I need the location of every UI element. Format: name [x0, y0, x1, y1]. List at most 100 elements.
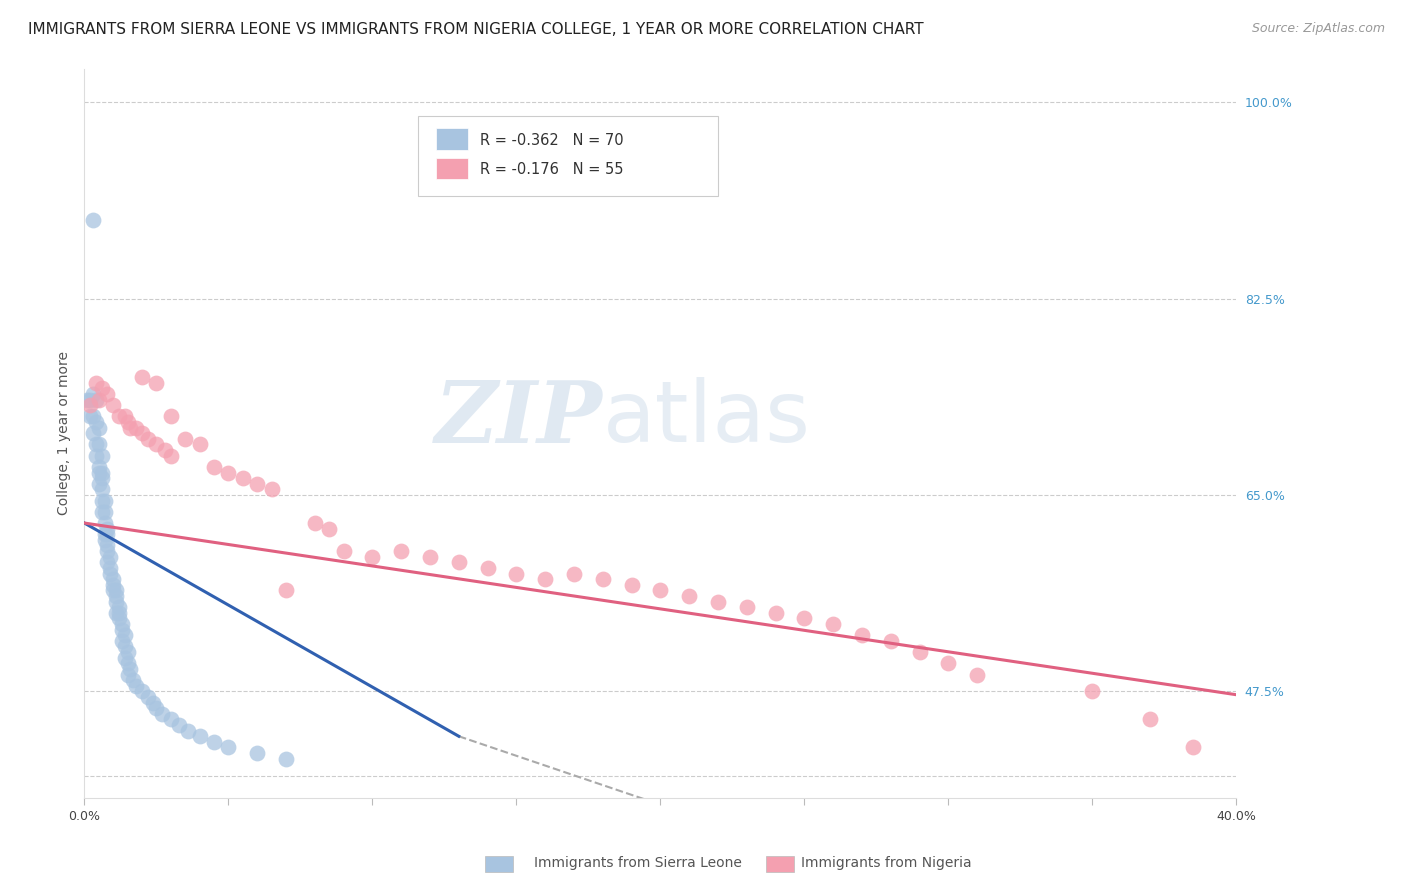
Text: R = -0.176   N = 55: R = -0.176 N = 55	[479, 161, 623, 177]
Point	[93, 527, 115, 541]
Point	[87, 476, 110, 491]
Point	[82, 426, 104, 441]
Text: Source: ZipAtlas.com: Source: ZipAtlas.com	[1251, 22, 1385, 36]
Point	[735, 600, 758, 615]
Point	[217, 740, 239, 755]
Point	[117, 657, 139, 671]
Point	[966, 667, 988, 681]
Point	[96, 387, 118, 401]
Point	[620, 578, 643, 592]
Text: IMMIGRANTS FROM SIERRA LEONE VS IMMIGRANTS FROM NIGERIA COLLEGE, 1 YEAR OR MORE : IMMIGRANTS FROM SIERRA LEONE VS IMMIGRAN…	[28, 22, 924, 37]
Point	[592, 572, 614, 586]
Point	[96, 522, 118, 536]
Point	[98, 561, 121, 575]
Point	[851, 628, 873, 642]
Point	[174, 432, 197, 446]
Text: ZIP: ZIP	[434, 377, 603, 460]
Point	[114, 628, 136, 642]
Point	[145, 437, 167, 451]
Point	[87, 420, 110, 434]
Point	[111, 623, 134, 637]
Point	[90, 493, 112, 508]
Point	[125, 679, 148, 693]
Point	[114, 640, 136, 654]
Point	[153, 443, 176, 458]
Point	[1182, 740, 1205, 755]
Point	[447, 555, 470, 569]
Point	[108, 600, 131, 615]
Point	[93, 493, 115, 508]
Point	[217, 466, 239, 480]
Point	[108, 611, 131, 625]
Point	[90, 471, 112, 485]
Point	[332, 544, 354, 558]
Point	[765, 606, 787, 620]
Point	[82, 409, 104, 424]
Point	[120, 662, 142, 676]
Point	[125, 420, 148, 434]
Point	[117, 667, 139, 681]
Point	[79, 409, 101, 424]
Point	[96, 555, 118, 569]
Point	[79, 398, 101, 412]
Point	[105, 589, 128, 603]
Point	[145, 376, 167, 390]
Point	[169, 718, 191, 732]
Point	[142, 696, 165, 710]
Point	[108, 606, 131, 620]
Point	[145, 701, 167, 715]
Point	[87, 437, 110, 451]
Point	[111, 617, 134, 632]
Point	[1081, 684, 1104, 698]
Point	[98, 566, 121, 581]
Point	[177, 723, 200, 738]
Point	[159, 409, 181, 424]
Point	[136, 690, 159, 704]
Point	[477, 561, 499, 575]
Point	[101, 578, 124, 592]
Point	[562, 566, 585, 581]
Point	[304, 516, 326, 530]
Point	[90, 466, 112, 480]
Point	[93, 516, 115, 530]
Point	[793, 611, 815, 625]
Point	[188, 437, 211, 451]
Point	[678, 589, 700, 603]
Bar	[436, 158, 468, 179]
Point	[84, 415, 107, 429]
Point	[389, 544, 412, 558]
Point	[908, 645, 931, 659]
Point	[159, 713, 181, 727]
Point	[79, 392, 101, 407]
Point	[87, 392, 110, 407]
Point	[84, 437, 107, 451]
Point	[114, 409, 136, 424]
Point	[105, 594, 128, 608]
Point	[90, 483, 112, 497]
Point	[90, 505, 112, 519]
Point	[232, 471, 254, 485]
Point	[111, 633, 134, 648]
Text: Immigrants from Nigeria: Immigrants from Nigeria	[801, 856, 972, 871]
Point	[96, 527, 118, 541]
Point	[114, 650, 136, 665]
FancyBboxPatch shape	[419, 116, 718, 196]
Point	[120, 420, 142, 434]
Point	[202, 735, 225, 749]
Y-axis label: College, 1 year or more: College, 1 year or more	[58, 351, 72, 516]
Point	[246, 476, 269, 491]
Bar	[436, 128, 468, 150]
Point	[96, 539, 118, 553]
Point	[105, 583, 128, 598]
Point	[101, 572, 124, 586]
Point	[84, 392, 107, 407]
Point	[98, 549, 121, 564]
Point	[202, 459, 225, 474]
Point	[117, 415, 139, 429]
Point	[117, 645, 139, 659]
Text: Immigrants from Sierra Leone: Immigrants from Sierra Leone	[534, 856, 742, 871]
Point	[101, 398, 124, 412]
Point	[108, 409, 131, 424]
Point	[188, 729, 211, 743]
Point	[131, 426, 153, 441]
